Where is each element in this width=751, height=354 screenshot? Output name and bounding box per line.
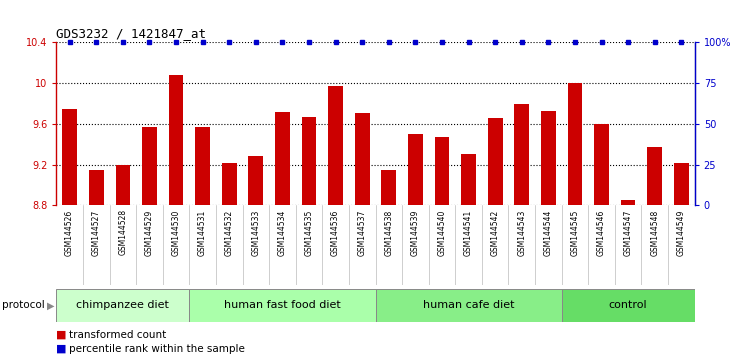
Text: GSM144538: GSM144538 <box>385 209 394 256</box>
Bar <box>621 200 635 354</box>
Bar <box>142 127 157 354</box>
Text: ■: ■ <box>56 344 67 354</box>
Bar <box>514 103 529 354</box>
Text: GSM144549: GSM144549 <box>677 209 686 256</box>
Text: chimpanzee diet: chimpanzee diet <box>77 300 169 310</box>
Text: human cafe diet: human cafe diet <box>423 300 514 310</box>
Bar <box>328 86 343 354</box>
Text: GDS3232 / 1421847_at: GDS3232 / 1421847_at <box>56 27 207 40</box>
Bar <box>594 124 609 354</box>
Text: GSM144542: GSM144542 <box>490 209 499 256</box>
Text: GSM144545: GSM144545 <box>571 209 580 256</box>
Text: GSM144539: GSM144539 <box>411 209 420 256</box>
Text: GSM144546: GSM144546 <box>597 209 606 256</box>
Bar <box>275 112 290 354</box>
Text: GSM144536: GSM144536 <box>331 209 340 256</box>
Text: transformed count: transformed count <box>69 330 166 339</box>
Bar <box>382 170 396 354</box>
Bar <box>222 162 237 354</box>
Bar <box>488 118 502 354</box>
Text: GSM144531: GSM144531 <box>198 209 207 256</box>
Bar <box>435 137 449 354</box>
Bar <box>541 111 556 354</box>
Bar <box>568 83 582 354</box>
Bar <box>169 75 183 354</box>
Text: GSM144535: GSM144535 <box>304 209 313 256</box>
Text: GSM144544: GSM144544 <box>544 209 553 256</box>
Bar <box>116 165 130 354</box>
Text: ▶: ▶ <box>47 300 55 310</box>
Text: GSM144533: GSM144533 <box>252 209 261 256</box>
Text: GSM144527: GSM144527 <box>92 209 101 256</box>
Text: human fast food diet: human fast food diet <box>224 300 341 310</box>
Bar <box>461 154 476 354</box>
Bar <box>89 170 104 354</box>
Text: GSM144528: GSM144528 <box>119 209 128 256</box>
Bar <box>189 289 376 322</box>
Bar <box>674 162 689 354</box>
Bar <box>56 289 189 322</box>
Text: GSM144526: GSM144526 <box>65 209 74 256</box>
Text: GSM144529: GSM144529 <box>145 209 154 256</box>
Text: GSM144530: GSM144530 <box>171 209 180 256</box>
Bar <box>562 289 695 322</box>
Text: protocol: protocol <box>2 300 44 310</box>
Text: GSM144532: GSM144532 <box>225 209 234 256</box>
Text: GSM144548: GSM144548 <box>650 209 659 256</box>
Bar <box>408 134 423 354</box>
Bar <box>302 117 316 354</box>
Text: GSM144543: GSM144543 <box>517 209 526 256</box>
Text: GSM144547: GSM144547 <box>623 209 632 256</box>
Bar <box>195 127 210 354</box>
Bar <box>647 147 662 354</box>
Bar <box>249 156 263 354</box>
Text: GSM144540: GSM144540 <box>438 209 447 256</box>
Text: GSM144534: GSM144534 <box>278 209 287 256</box>
Bar <box>376 289 562 322</box>
Bar <box>355 113 369 354</box>
Text: GSM144537: GSM144537 <box>357 209 366 256</box>
Text: ■: ■ <box>56 330 67 339</box>
Text: percentile rank within the sample: percentile rank within the sample <box>69 344 245 354</box>
Bar <box>62 109 77 354</box>
Text: control: control <box>609 300 647 310</box>
Text: GSM144541: GSM144541 <box>464 209 473 256</box>
